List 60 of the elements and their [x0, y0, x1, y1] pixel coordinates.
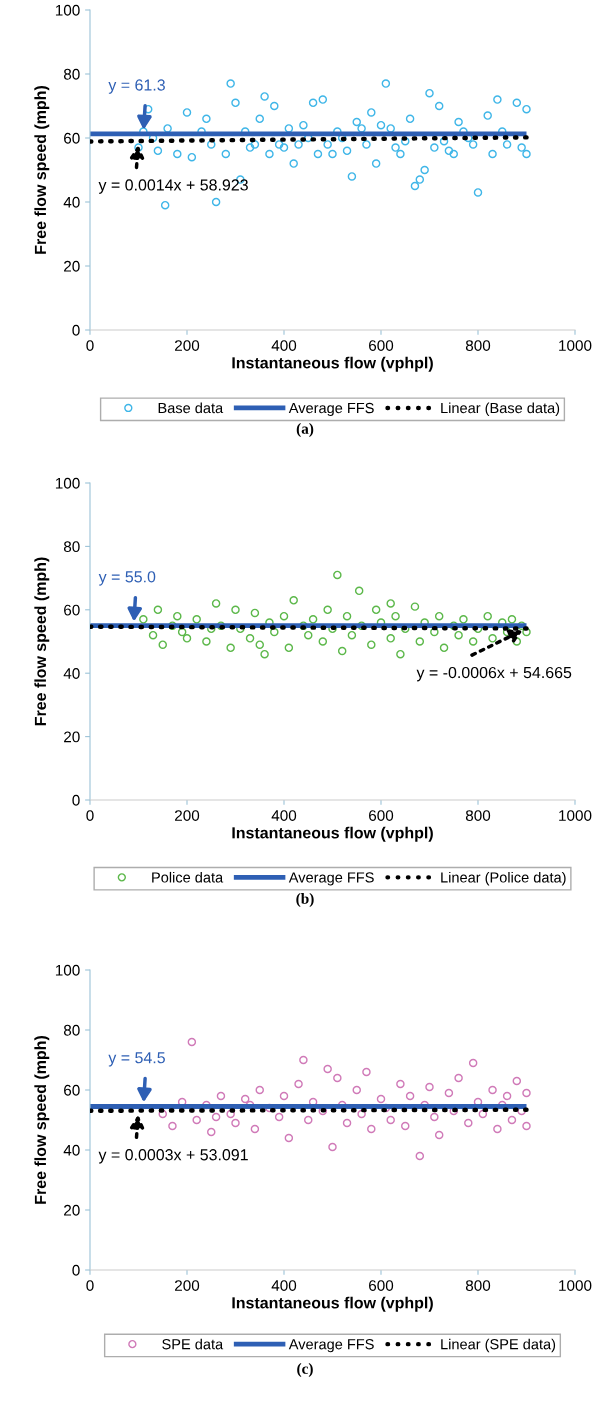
- y-tick-label: 20: [64, 260, 80, 272]
- x-tick-label: 400: [271, 810, 297, 821]
- x-tick-label: 1000: [559, 810, 592, 821]
- y-tick-label: 40: [63, 196, 80, 208]
- x-tick-label: 800: [465, 340, 491, 351]
- x-tick-label: 0: [86, 1280, 94, 1291]
- x-axis-title: Instantaneous flow (vphpl): [232, 826, 433, 842]
- x-tick-label: 0: [86, 810, 94, 821]
- y-tick-label: 100: [55, 964, 80, 976]
- annotation: y = 61.3: [108, 79, 165, 94]
- annotation: y = 0.0003x + 53.091: [98, 1149, 248, 1164]
- annotation: y = 54.5: [108, 1052, 165, 1067]
- y-tick-label: 80: [63, 1024, 80, 1036]
- x-tick-label: 1000: [559, 1280, 592, 1291]
- text: (a): [296, 423, 314, 437]
- y-tick-label: 80: [63, 68, 80, 80]
- y-axis-title: Free flow speed (mph): [34, 86, 50, 254]
- x-tick-label: 200: [175, 1280, 200, 1291]
- annotation: y = 55.0: [98, 571, 156, 586]
- y-tick-label: 60: [64, 132, 80, 144]
- y-tick-label: 100: [55, 477, 80, 489]
- x-tick-label: 800: [465, 810, 491, 821]
- annotation: y = -0.0006x + 54.665: [416, 666, 572, 682]
- annotation: y = 0.0014x + 58.923: [98, 179, 248, 194]
- x-axis-title: Instantaneous flow (vphpl): [232, 1296, 433, 1312]
- legend-label: Linear (SPE data): [441, 1338, 556, 1353]
- legend-label: SPE data: [162, 1338, 224, 1350]
- x-tick-label: 200: [175, 810, 200, 821]
- text: (b): [296, 893, 314, 907]
- y-tick-label: 100: [55, 4, 80, 16]
- x-tick-label: 800: [465, 1280, 491, 1291]
- y-tick-label: 0: [72, 1264, 80, 1276]
- y-tick-label: 60: [64, 604, 80, 616]
- legend-label: Linear (Base data): [441, 402, 560, 417]
- y-tick-label: 20: [64, 731, 80, 743]
- y-axis-title: Free flow speed (mph): [34, 1036, 50, 1204]
- text: (c): [297, 1363, 313, 1377]
- x-tick-label: 1000: [559, 340, 592, 351]
- y-axis-title: Free flow speed (mph): [34, 557, 50, 726]
- x-tick-label: 400: [271, 1280, 297, 1291]
- legend-label: Average FFS: [288, 402, 374, 417]
- legend-label: Average FFS: [288, 1339, 374, 1353]
- y-tick-label: 0: [72, 324, 80, 336]
- x-axis-title: Instantaneous flow (vphpl): [232, 356, 433, 372]
- x-tick-label: 200: [175, 340, 200, 351]
- x-tick-label: 600: [369, 810, 394, 821]
- y-tick-label: 40: [63, 1144, 80, 1156]
- y-tick-label: 20: [64, 1204, 80, 1216]
- x-tick-label: 0: [86, 340, 94, 351]
- legend-label: Base data: [158, 402, 224, 414]
- legend-label: Police data: [152, 871, 224, 883]
- x-tick-label: 600: [369, 1280, 394, 1291]
- y-tick-label: 40: [63, 668, 80, 679]
- y-tick-label: 0: [72, 794, 80, 806]
- y-tick-label: 60: [64, 1084, 80, 1096]
- y-tick-label: 80: [63, 541, 80, 553]
- legend-label: Average FFS: [288, 872, 374, 886]
- legend-label: Linear (Police data): [441, 871, 566, 886]
- x-tick-label: 400: [271, 340, 297, 351]
- x-tick-label: 600: [369, 340, 394, 351]
